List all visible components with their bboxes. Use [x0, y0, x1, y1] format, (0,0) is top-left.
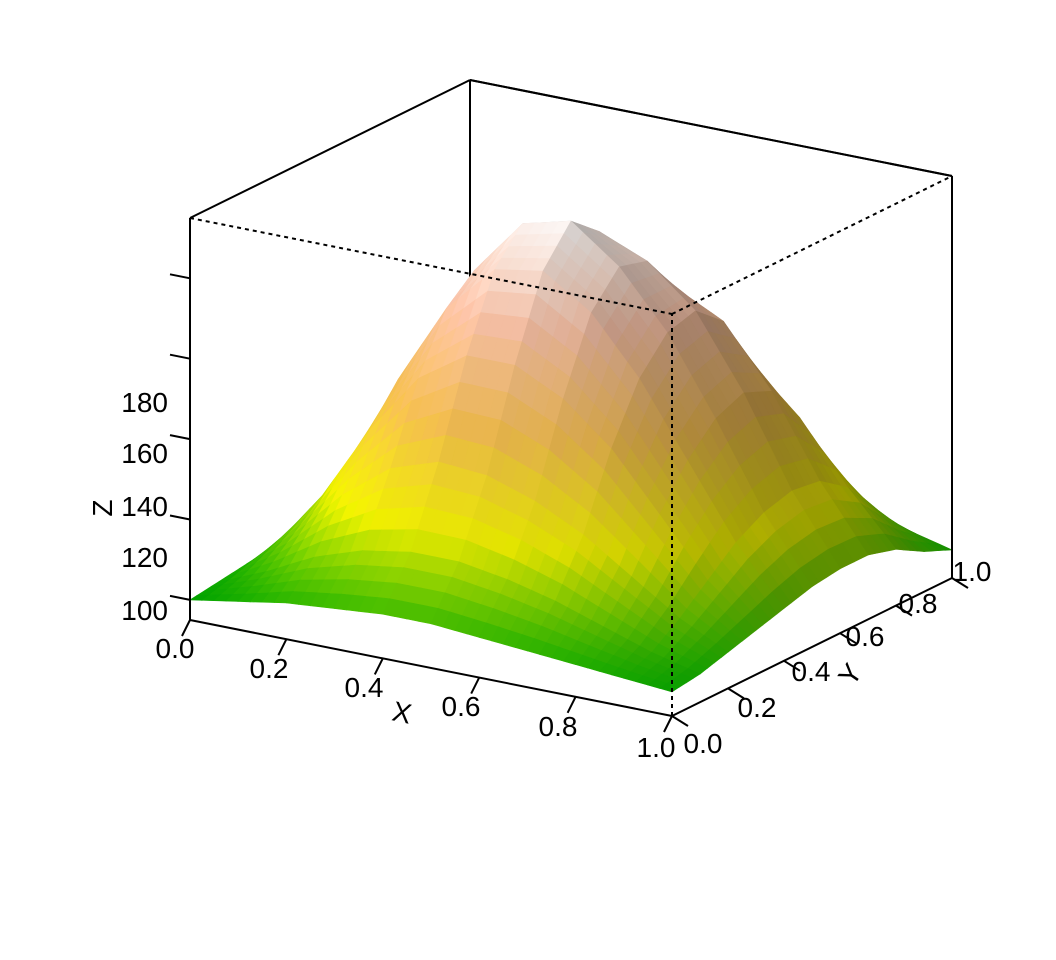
x-tick-1 — [277, 638, 288, 656]
surface-facet — [659, 683, 680, 693]
x-tick-3 — [470, 677, 481, 695]
y-tick-2 — [783, 659, 801, 672]
z-tick-label-4: 180 — [121, 387, 168, 418]
z-tick-2 — [169, 434, 191, 441]
y-tick-3 — [839, 632, 857, 645]
x-tick-0 — [181, 619, 191, 637]
y-axis-line — [671, 577, 953, 717]
x-axis-title: X — [390, 696, 415, 730]
z-tick-label-0: 100 — [121, 595, 168, 626]
y-tick-label-1: 0.2 — [738, 692, 777, 723]
axis-ticks — [169, 273, 969, 733]
x-tick-label-4: 0.8 — [539, 711, 578, 742]
x-tick-label-5: 1.0 — [637, 732, 676, 763]
box-edge-dotted — [671, 175, 953, 315]
x-tick-label-2: 0.4 — [345, 672, 384, 703]
x-tick-label-1: 0.2 — [250, 653, 289, 684]
box-edge — [189, 79, 471, 219]
x-tick-5 — [663, 715, 673, 733]
x-tick-2 — [373, 657, 384, 675]
z-tick-label-2: 140 — [121, 491, 168, 522]
y-tick-label-0: 0.0 — [684, 728, 723, 759]
box-edge — [469, 79, 953, 177]
z-tick-1 — [169, 514, 191, 521]
z-tick-4 — [169, 273, 191, 280]
y-tick-5 — [951, 577, 969, 589]
z-tick-label-1: 120 — [121, 542, 168, 573]
y-tick-4 — [895, 604, 913, 617]
z-axis-tick-labels: 100 120 140 160 180 — [121, 387, 168, 626]
y-axis-title: Y — [832, 658, 868, 691]
y-tick-label-4: 0.8 — [899, 588, 938, 619]
z-axis-title: Z — [87, 499, 118, 516]
y-tick-0 — [671, 715, 689, 727]
y-axis-tick-labels: 0.0 0.2 0.4 0.6 0.8 1.0 — [684, 556, 992, 759]
x-tick-label-0: 0.0 — [156, 633, 195, 664]
y-tick-label-5: 1.0 — [953, 556, 992, 587]
z-tick-3 — [169, 353, 191, 360]
y-tick-1 — [727, 687, 745, 700]
x-tick-4 — [566, 696, 577, 714]
z-tick-label-3: 160 — [121, 438, 168, 469]
z-tick-0 — [169, 594, 191, 601]
y-tick-label-2: 0.4 — [792, 656, 831, 687]
y-tick-label-3: 0.6 — [846, 621, 885, 652]
surface — [189, 220, 953, 693]
box-edge-dotted — [189, 217, 673, 315]
plot-box-front — [189, 79, 953, 717]
x-axis-line — [189, 619, 673, 717]
x-axis-tick-labels: 0.0 0.2 0.4 0.6 0.8 1.0 — [156, 633, 676, 763]
x-tick-label-3: 0.6 — [442, 691, 481, 722]
